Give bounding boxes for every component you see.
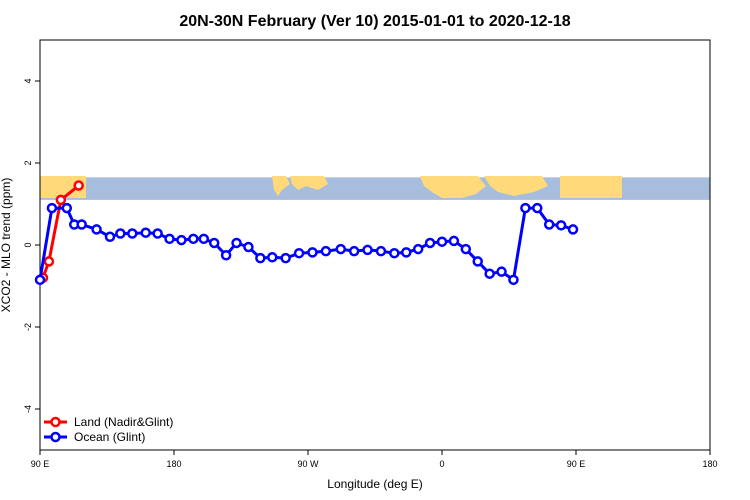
world-map-strip xyxy=(40,176,710,200)
series-line xyxy=(38,206,574,283)
series-point xyxy=(188,233,199,245)
map-land-1 xyxy=(272,176,290,196)
series-point xyxy=(448,235,460,247)
y-axis-ticks: -4 -2 0 2 4 xyxy=(23,78,40,413)
chart-title: 20N-30N February (Ver 10) 2015-01-01 to … xyxy=(179,13,570,30)
series-point xyxy=(34,274,46,286)
series-point xyxy=(320,245,332,257)
map-land-4 xyxy=(484,176,548,196)
series-point xyxy=(76,219,87,230)
series-point xyxy=(543,219,555,230)
y-tick-label: 2 xyxy=(23,160,33,165)
series-point xyxy=(401,247,412,258)
y-tick-label: 0 xyxy=(23,242,33,247)
series-point xyxy=(280,252,291,264)
series-point xyxy=(231,237,242,249)
legend-land-label: Land (Nadir&Glint) xyxy=(74,415,173,429)
series-point xyxy=(255,252,266,264)
series-point xyxy=(293,247,305,259)
series-1 xyxy=(34,202,579,286)
y-tick-label: -4 xyxy=(23,405,33,413)
series-point xyxy=(436,236,448,247)
series-point xyxy=(152,228,163,239)
series-point xyxy=(484,268,495,279)
series-point xyxy=(532,202,543,214)
series-point xyxy=(267,252,278,263)
series-point xyxy=(61,202,73,214)
x-axis-ticks: 90 E 180 90 W 0 90 E 180 xyxy=(31,450,718,469)
series-point xyxy=(555,220,567,231)
series-point xyxy=(208,237,220,249)
series-point xyxy=(198,233,210,245)
series-point xyxy=(348,245,360,257)
y-tick-label: -2 xyxy=(23,323,33,331)
map-land-0 xyxy=(40,176,86,198)
x-axis-label: Longitude (deg E) xyxy=(327,477,422,491)
series-point xyxy=(73,180,84,191)
series-point xyxy=(567,224,579,235)
x-tick-label: 180 xyxy=(166,459,181,469)
series-point xyxy=(176,234,187,246)
series-point xyxy=(91,224,102,235)
legend: Land (Nadir&Glint) Ocean (Glint) xyxy=(44,415,173,444)
legend-ocean-marker xyxy=(50,431,61,443)
series-point xyxy=(243,241,254,253)
x-tick-label: 180 xyxy=(702,459,717,469)
series-point xyxy=(46,202,58,214)
series-point xyxy=(389,247,400,259)
legend-ocean-label: Ocean (Glint) xyxy=(74,430,145,444)
series-point xyxy=(472,256,483,267)
series-point xyxy=(460,243,472,255)
legend-land-marker xyxy=(50,416,61,428)
map-land-2 xyxy=(290,176,328,190)
series-line xyxy=(41,184,80,279)
map-land-5 xyxy=(560,176,622,198)
series-point xyxy=(307,247,318,258)
series-point xyxy=(55,194,67,206)
x-tick-label: 90 E xyxy=(31,459,50,469)
series-point xyxy=(362,244,373,256)
x-tick-label: 90 W xyxy=(297,459,319,469)
series-point xyxy=(508,274,519,286)
series-point xyxy=(412,243,424,255)
series-point xyxy=(335,243,347,255)
series-point xyxy=(375,245,387,257)
series-point xyxy=(424,237,436,249)
series-point xyxy=(164,233,175,245)
series-point xyxy=(115,228,126,239)
series-point xyxy=(220,250,232,261)
series-point xyxy=(43,256,55,267)
series-point xyxy=(520,202,531,214)
series-point xyxy=(127,228,138,239)
x-tick-label: 90 E xyxy=(567,459,586,469)
map-land-3 xyxy=(420,176,486,198)
y-tick-label: 4 xyxy=(23,78,33,83)
series-point xyxy=(496,266,507,277)
plot-frame xyxy=(39,39,711,451)
x-tick-label: 0 xyxy=(439,459,444,469)
y-axis-label: XCO2 - MLO trend (ppm) xyxy=(0,178,13,313)
series-point xyxy=(140,227,151,238)
series-layer xyxy=(34,180,579,286)
series-point xyxy=(104,231,116,243)
